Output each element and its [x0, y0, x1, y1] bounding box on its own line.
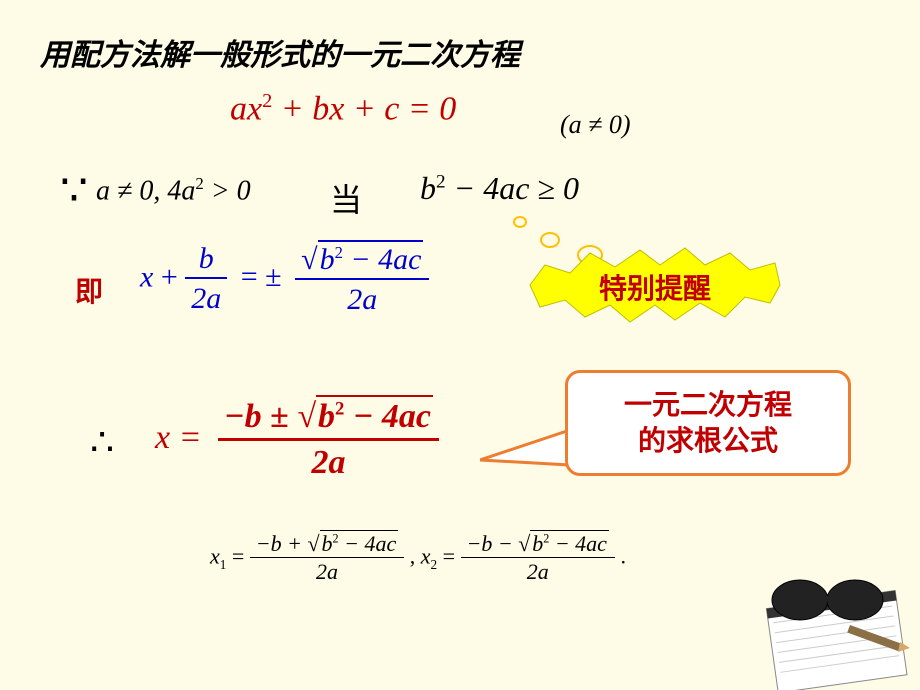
final-equation: x = −b ± √b2 − 4ac 2a	[155, 395, 439, 485]
x2-num: −b − √b2 − 4ac	[461, 530, 615, 558]
because-text: a ≠ 0, 4a2 > 0	[96, 174, 251, 207]
callout-line2: 的求根公式	[638, 425, 778, 456]
star-callout: 特别提醒	[520, 245, 790, 325]
step-frac1-den: 2a	[185, 279, 227, 318]
ji-label: 即	[75, 270, 103, 310]
step-equals: = ±	[241, 260, 282, 293]
x1-den: 2a	[250, 558, 404, 587]
equation-condition: (a ≠ 0)	[560, 110, 631, 140]
callout-line1: 一元二次方程	[624, 389, 792, 420]
main-equation: ax2 + bx + c = 0	[230, 90, 456, 128]
x2-sub: 2	[430, 557, 437, 572]
notebook-decoration	[740, 570, 920, 690]
final-x: x =	[155, 419, 202, 456]
final-den: 2a	[218, 441, 439, 485]
roots-equation: x1 = −b + √b2 − 4ac 2a , x2 = −b − √b2 −…	[210, 530, 626, 587]
because-line: ∵ a ≠ 0, 4a2 > 0	[60, 165, 251, 216]
step-x: x	[140, 260, 153, 293]
x1-num: −b + √b2 − 4ac	[250, 530, 404, 558]
because-symbol: ∵	[60, 165, 88, 216]
dang-label: 当	[330, 175, 362, 221]
x2-frac: −b − √b2 − 4ac 2a	[461, 530, 615, 587]
x2-den: 2a	[461, 558, 615, 587]
discriminant: b2 − 4ac ≥ 0	[420, 170, 579, 207]
therefore-symbol: ∴	[90, 420, 114, 465]
formula-callout: 一元二次方程 的求根公式	[565, 370, 851, 476]
step-frac2-num: √b2 − 4ac	[295, 240, 429, 280]
star-text: 特别提醒	[520, 267, 790, 307]
x1-label: x	[210, 544, 220, 569]
step-frac1: b 2a	[185, 241, 227, 318]
step-frac1-num: b	[185, 241, 227, 279]
x1-frac: −b + √b2 − 4ac 2a	[250, 530, 404, 587]
step-frac2-den: 2a	[295, 280, 429, 319]
step-plus: +	[161, 260, 178, 293]
final-frac: −b ± √b2 − 4ac 2a	[218, 395, 439, 485]
step-equation: x + b 2a = ± √b2 − 4ac 2a	[140, 240, 429, 319]
page-title: 用配方法解一般形式的一元二次方程	[40, 30, 520, 74]
final-num: −b ± √b2 − 4ac	[218, 395, 439, 441]
step-frac2: √b2 − 4ac 2a	[295, 240, 429, 319]
roots-period: .	[620, 544, 626, 569]
x1-sub: 1	[220, 557, 227, 572]
